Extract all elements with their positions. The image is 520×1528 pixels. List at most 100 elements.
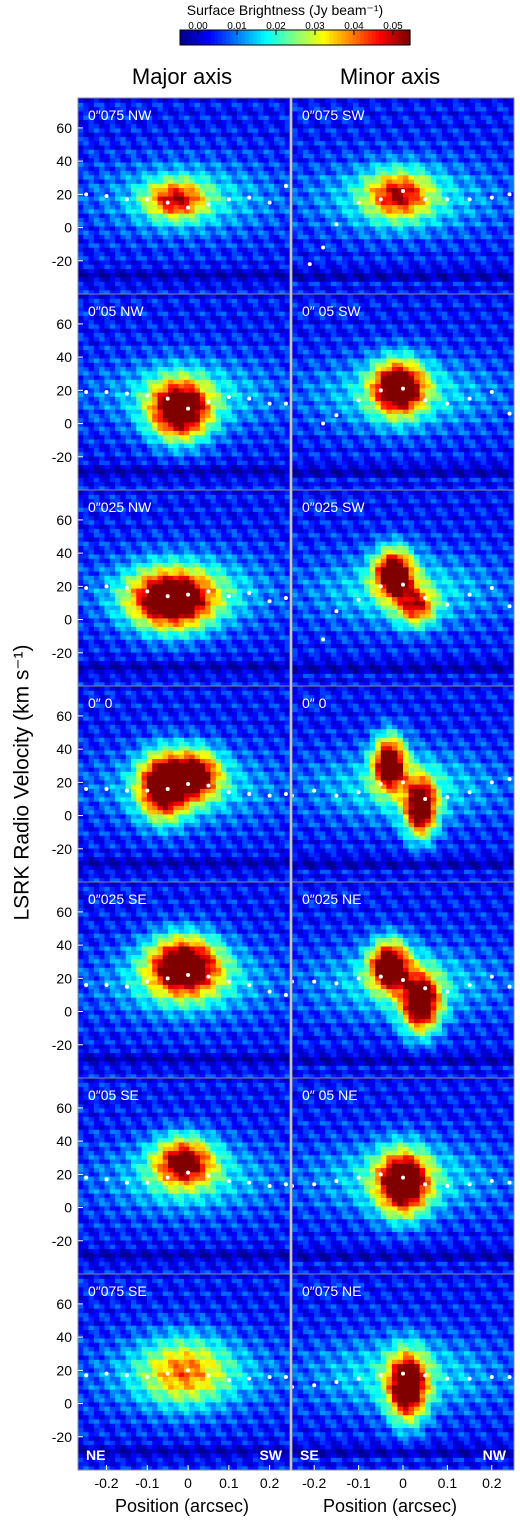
heatmap-cell <box>252 200 259 206</box>
heatmap-cell <box>178 519 185 525</box>
heatmap-cell <box>247 102 254 108</box>
velocity-point <box>206 202 211 207</box>
heatmap-cell <box>194 583 201 589</box>
heatmap-cell <box>199 664 206 670</box>
heatmap-cell <box>231 255 238 261</box>
colorbar-tick-label: 0.05 <box>383 21 403 32</box>
heatmap-cell <box>215 289 222 294</box>
heatmap-cell <box>78 660 84 666</box>
heatmap-cell <box>210 336 217 342</box>
heatmap-cell <box>194 119 201 125</box>
heatmap-cell <box>194 413 201 419</box>
heatmap-cell <box>99 340 106 346</box>
heatmap-cell <box>173 421 180 427</box>
heatmap-cell <box>247 110 254 116</box>
heatmap-cell <box>178 183 185 189</box>
heatmap-cell <box>131 622 137 627</box>
heatmap-cell <box>115 349 121 355</box>
heatmap-cell <box>141 115 148 120</box>
heatmap-cell <box>247 477 254 483</box>
heatmap-cell <box>184 498 190 504</box>
velocity-point <box>186 205 191 210</box>
heatmap-cell <box>104 609 111 615</box>
heatmap-cell <box>146 673 153 679</box>
heatmap-cell <box>199 434 206 440</box>
heatmap-cell <box>88 490 95 495</box>
heatmap-cell <box>247 289 254 294</box>
heatmap-cell <box>215 306 222 312</box>
heatmap-cell <box>252 472 259 478</box>
heatmap-cell <box>115 447 121 453</box>
heatmap-cell <box>93 196 100 201</box>
heatmap-cell <box>99 588 106 593</box>
heatmap-cell <box>93 328 100 333</box>
heatmap-cell <box>115 681 121 686</box>
heatmap-cell <box>252 336 259 342</box>
heatmap-cell <box>162 102 169 108</box>
heatmap-cell <box>237 328 243 333</box>
heatmap-cell <box>226 417 233 423</box>
heatmap-cell <box>131 383 137 389</box>
heatmap-cell <box>93 110 100 116</box>
heatmap-cell <box>125 536 132 542</box>
heatmap-cell <box>136 443 143 448</box>
heatmap-cell <box>242 460 249 466</box>
heatmap-cell <box>284 247 290 252</box>
heatmap-cell <box>99 400 106 406</box>
heatmap-cell <box>199 357 206 363</box>
heatmap-cell <box>173 136 180 142</box>
heatmap-cell <box>210 298 217 304</box>
heatmap-cell <box>263 187 270 193</box>
heatmap-cell <box>184 681 190 686</box>
heatmap-cell <box>189 149 196 154</box>
heatmap-cell <box>231 400 238 406</box>
heatmap-cell <box>205 605 212 610</box>
heatmap-cell <box>131 127 137 133</box>
heatmap-cell <box>231 127 238 133</box>
heatmap-cell <box>141 434 148 440</box>
heatmap-cell <box>173 349 180 355</box>
heatmap-cell <box>178 366 185 372</box>
heatmap-cell <box>88 298 95 304</box>
heatmap-cell <box>284 204 290 210</box>
heatmap-cell <box>210 575 217 581</box>
heatmap-cell <box>99 579 106 585</box>
heatmap-cell <box>178 643 185 649</box>
heatmap-cell <box>157 528 164 534</box>
heatmap-cell <box>237 204 243 210</box>
heatmap-cell <box>115 536 121 542</box>
heatmap-cell <box>237 370 243 376</box>
heatmap-cell <box>184 460 190 466</box>
heatmap-cell <box>157 247 164 252</box>
heatmap-cell <box>83 383 90 389</box>
heatmap-cell <box>215 383 222 389</box>
heatmap-cell <box>226 191 233 197</box>
heatmap-cell <box>104 600 111 606</box>
heatmap-cell <box>136 115 143 120</box>
heatmap-cell <box>157 106 164 112</box>
heatmap-cell <box>279 174 286 180</box>
heatmap-cell <box>184 515 190 521</box>
heatmap-cell <box>104 447 111 453</box>
heatmap-cell <box>189 596 196 602</box>
heatmap-cell <box>184 464 190 470</box>
heatmap-cell <box>141 153 148 159</box>
heatmap-cell <box>263 443 270 448</box>
heatmap-cell <box>125 336 132 342</box>
heatmap-cell <box>194 98 201 103</box>
heatmap-cell <box>157 281 164 287</box>
heatmap-cell <box>242 353 249 359</box>
heatmap-cell <box>231 323 238 329</box>
heatmap-cell <box>115 332 121 338</box>
heatmap-cell <box>120 336 127 342</box>
heatmap-cell <box>152 174 159 180</box>
heatmap-cell <box>279 144 286 150</box>
heatmap-cell <box>78 242 84 248</box>
heatmap-cell <box>93 153 100 159</box>
heatmap-cell <box>274 379 280 385</box>
heatmap-cell <box>88 421 95 427</box>
heatmap-cell <box>258 225 265 231</box>
heatmap-cell <box>109 298 116 304</box>
heatmap-cell <box>78 170 84 176</box>
heatmap-cell <box>173 149 180 154</box>
